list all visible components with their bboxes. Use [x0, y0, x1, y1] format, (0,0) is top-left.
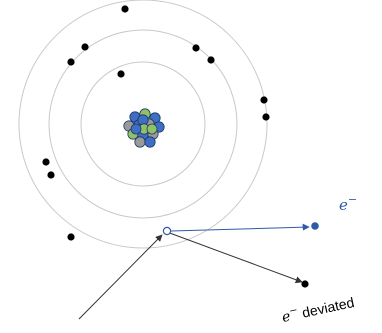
electron-dot [81, 43, 89, 51]
electron-dot [121, 5, 129, 13]
electron-dot [42, 158, 50, 166]
shell-inner [80, 61, 206, 187]
deviated-electron-symbol: e [281, 309, 292, 326]
vacancy-icon [162, 226, 172, 236]
deviated-text: deviated [301, 294, 356, 321]
electron-dot [67, 58, 75, 66]
ejected-electron-arrow [170, 223, 310, 232]
electron-dot [260, 96, 268, 104]
ejected-electron-symbol: e [339, 196, 348, 214]
nucleus [123, 108, 165, 148]
deviated-electron-arrow [166, 231, 303, 284]
bound-electrons [42, 5, 270, 241]
ejected-electron-icon [311, 222, 319, 230]
incident-electron-arrow [78, 234, 163, 320]
electron-dot [192, 44, 200, 52]
deviated-electron-superscript: − [288, 305, 298, 318]
electron-dot [117, 70, 125, 78]
shell-outer [18, 0, 268, 249]
ejected-electron-superscript: − [348, 193, 357, 206]
ejected-electron-label: e− [339, 193, 357, 214]
electron-dot [47, 171, 55, 179]
shell-middle [48, 29, 238, 219]
electron-dot [67, 233, 75, 241]
electron-dot [262, 113, 270, 121]
electron-dot [207, 56, 215, 64]
electron-shells [18, 0, 268, 249]
deviated-electron-icon [301, 280, 309, 288]
deviated-electron-label: e− deviated [280, 293, 356, 326]
